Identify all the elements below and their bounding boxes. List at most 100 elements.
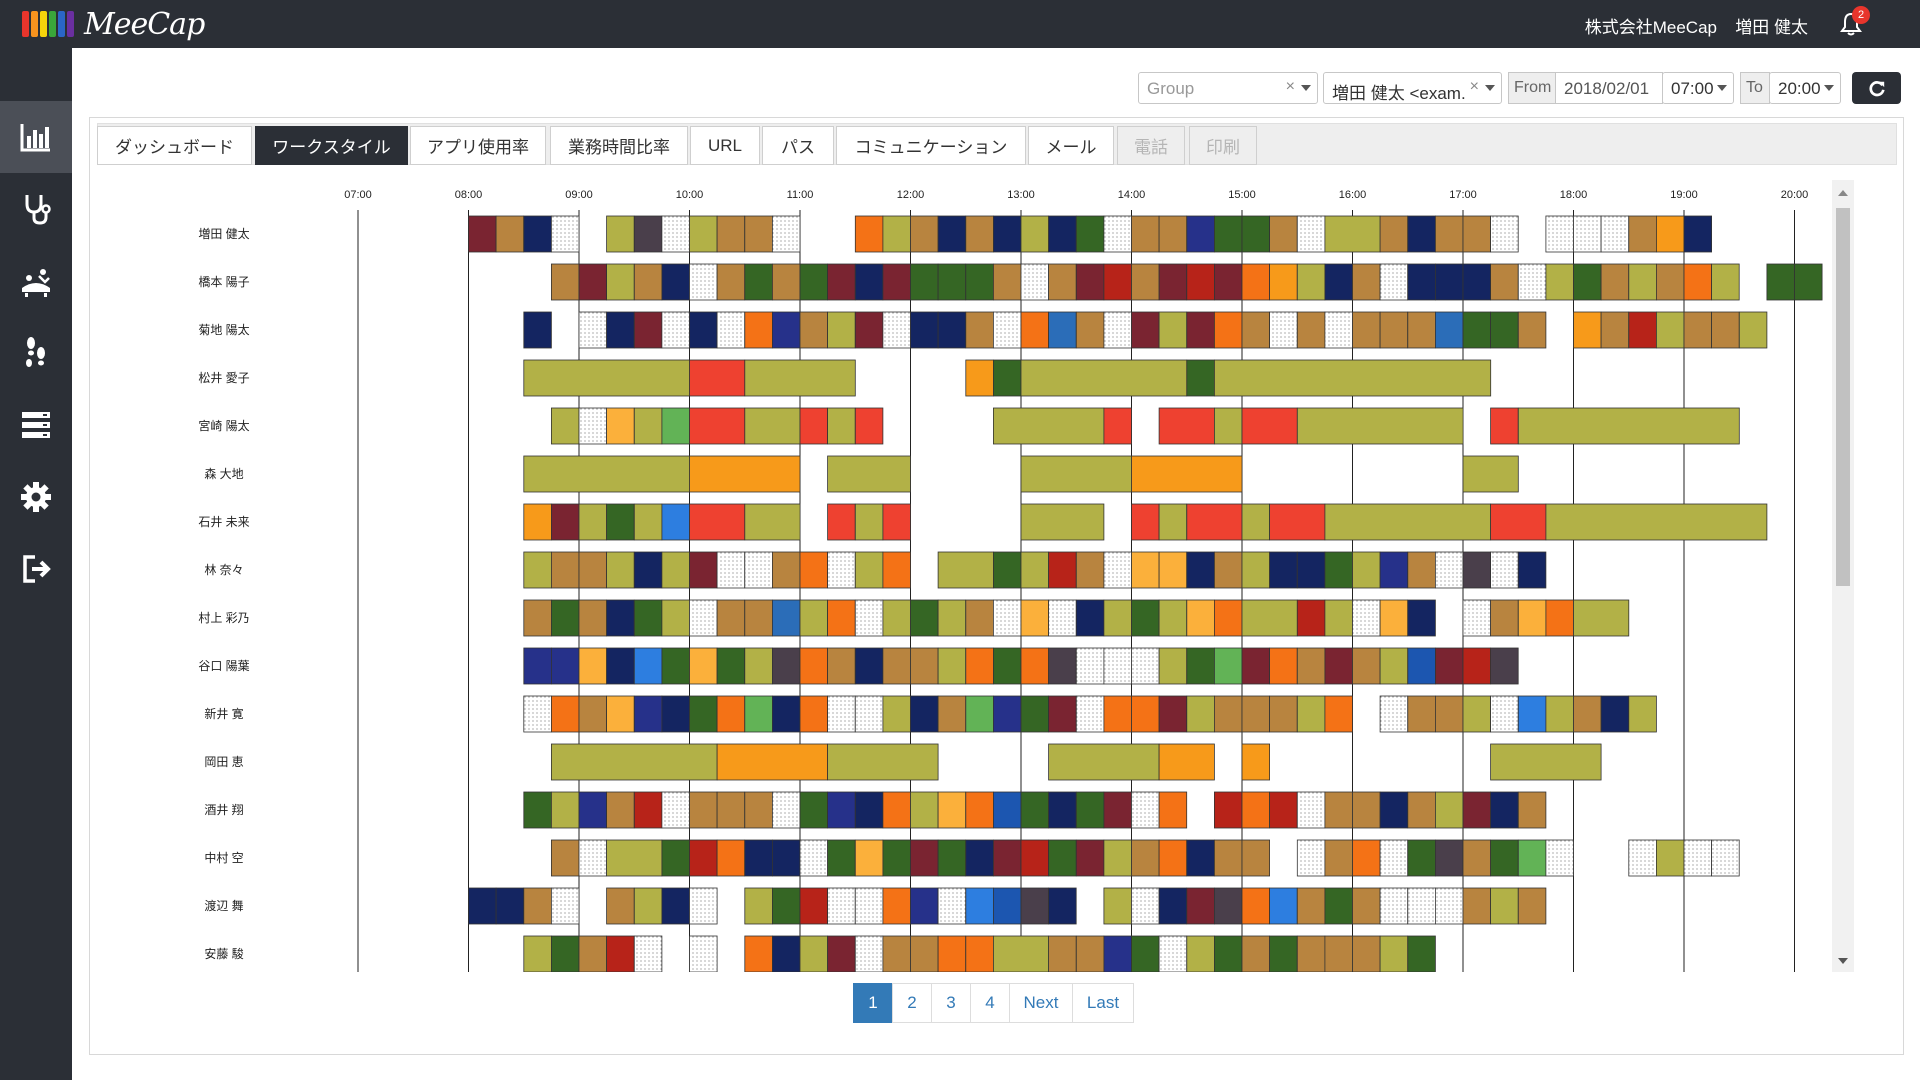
page-4-button[interactable]: 4 (970, 983, 1010, 1023)
tab-7[interactable]: メール (1028, 126, 1114, 165)
tab-2[interactable]: アプリ使用率 (410, 126, 546, 165)
activity-segment (1020, 503, 1105, 541)
activity-segment (1490, 503, 1547, 541)
activity-segment (1020, 215, 1050, 253)
activity-segment (799, 887, 829, 925)
activity-segment (965, 839, 994, 877)
chart-scrollbar[interactable] (1832, 180, 1854, 972)
app-logo[interactable]: MeeCap (22, 6, 205, 42)
activity-segment (1545, 503, 1768, 541)
clear-icon[interactable]: × (1469, 78, 1479, 96)
activity-segment (689, 407, 746, 445)
activity-segment (1186, 263, 1215, 301)
from-date-input[interactable]: 2018/02/01 (1555, 72, 1663, 104)
pagination: 1 2 3 4 Next Last (853, 983, 1134, 1023)
activity-segment (1490, 263, 1519, 301)
activity-segment (1379, 887, 1409, 925)
tab-3[interactable]: 業務時間比率 (550, 126, 688, 165)
activity-segment (1214, 599, 1243, 637)
activity-segment (827, 839, 856, 877)
user-select[interactable]: 増田 健太 <exam. × (1323, 72, 1502, 104)
activity-segment (689, 695, 718, 733)
sidebar-item-dashboard[interactable] (0, 101, 72, 173)
page-1-button[interactable]: 1 (853, 983, 893, 1023)
activity-segment (854, 791, 884, 829)
activity-segment (1131, 791, 1160, 829)
from-time-select[interactable]: 07:00 (1662, 72, 1734, 104)
tab-1[interactable]: ワークスタイル (255, 126, 408, 165)
sidebar-item-health[interactable] (0, 173, 72, 245)
last-page-button[interactable]: Last (1072, 983, 1134, 1023)
row-label: 谷口 陽葉 (198, 659, 249, 673)
activity-segment (910, 695, 939, 733)
activity-segment (689, 839, 718, 877)
activity-segment (799, 311, 829, 349)
x-tick-label: 11:00 (787, 189, 814, 201)
scroll-up-icon[interactable] (1838, 190, 1848, 196)
activity-segment (1352, 935, 1381, 972)
refresh-button[interactable] (1852, 72, 1901, 104)
group-select[interactable]: Group × (1138, 72, 1318, 104)
scroll-thumb[interactable] (1836, 208, 1850, 586)
activity-segment (1296, 935, 1326, 972)
activity-segment (578, 503, 608, 541)
activity-segment (1600, 215, 1630, 253)
activity-segment (1352, 599, 1381, 637)
sidebar-item-activity[interactable] (0, 317, 72, 389)
activity-segment (661, 647, 690, 685)
sidebar-item-logout[interactable] (0, 533, 72, 605)
activity-segment (1296, 407, 1464, 445)
sidebar-item-settings[interactable] (0, 461, 72, 533)
tab-5[interactable]: パス (762, 126, 834, 165)
activity-segment (827, 551, 856, 589)
activity-segment (854, 263, 884, 301)
next-page-button[interactable]: Next (1009, 983, 1073, 1023)
activity-segment (937, 791, 967, 829)
page-3-button[interactable]: 3 (931, 983, 971, 1023)
activity-segment (1214, 263, 1243, 301)
activity-segment (965, 887, 994, 925)
sidebar-item-servers[interactable] (0, 389, 72, 461)
activity-segment (606, 263, 635, 301)
tab-0[interactable]: ダッシュボード (97, 126, 252, 165)
activity-segment (1103, 839, 1132, 877)
activity-segment (1324, 599, 1353, 637)
to-time-select[interactable]: 20:00 (1769, 72, 1841, 104)
scroll-down-icon[interactable] (1838, 958, 1848, 964)
user-name[interactable]: 増田 健太 (1735, 18, 1808, 37)
activity-segment (606, 839, 663, 877)
tab-4[interactable]: URL (690, 126, 760, 165)
activity-segment (1573, 599, 1630, 637)
activity-segment (772, 839, 801, 877)
activity-segment (1158, 311, 1188, 349)
activity-segment (1075, 263, 1105, 301)
activity-segment (578, 791, 608, 829)
page-2-button[interactable]: 2 (892, 983, 932, 1023)
activity-segment (1628, 263, 1657, 301)
activity-segment (1186, 551, 1215, 589)
gear-icon (21, 482, 51, 512)
activity-segment (1324, 695, 1353, 733)
clear-icon[interactable]: × (1285, 78, 1295, 95)
activity-segment (1490, 695, 1519, 733)
activity-segment (1683, 263, 1713, 301)
activity-segment (1131, 455, 1243, 493)
tab-6[interactable]: コミュニケーション (836, 126, 1026, 165)
activity-segment (1628, 215, 1657, 253)
activity-segment (689, 551, 718, 589)
activity-segment (882, 599, 911, 637)
activity-segment (1241, 599, 1298, 637)
activity-segment (1352, 887, 1381, 925)
sidebar-item-meeting[interactable] (0, 245, 72, 317)
activity-segment (993, 791, 1022, 829)
activity-segment (1490, 647, 1519, 685)
activity-segment (1324, 551, 1353, 589)
activity-segment (1048, 791, 1077, 829)
activity-segment (882, 503, 911, 541)
workstyle-gantt-chart: 07:00 08:00 09:00 10:00 11:00 12:00 13:00 14:00… (198, 189, 1823, 972)
activity-segment (1158, 215, 1188, 253)
activity-segment (661, 215, 690, 253)
activity-segment (578, 263, 608, 301)
activity-segment (661, 407, 690, 445)
activity-segment (633, 215, 663, 253)
